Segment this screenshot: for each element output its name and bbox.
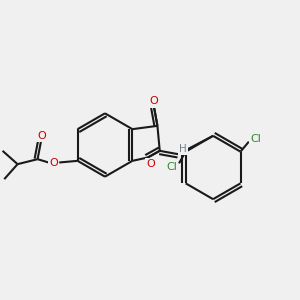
Text: O: O bbox=[50, 158, 58, 168]
Text: O: O bbox=[150, 97, 158, 106]
Text: O: O bbox=[146, 159, 155, 169]
Text: Cl: Cl bbox=[250, 134, 261, 144]
Text: Cl: Cl bbox=[166, 162, 177, 172]
Text: H: H bbox=[179, 144, 187, 154]
Text: O: O bbox=[37, 131, 46, 141]
